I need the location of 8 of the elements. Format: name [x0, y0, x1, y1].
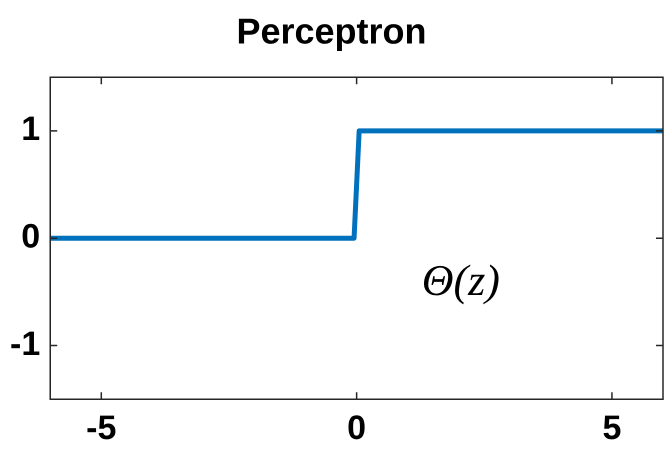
y-tick-label: -1 [10, 324, 40, 363]
y-tick-label: 0 [21, 218, 40, 256]
x-tick-label: 5 [602, 408, 622, 447]
chart-title: Perceptron [236, 10, 427, 52]
x-tick-label: -5 [86, 408, 116, 447]
x-tick-label: 0 [347, 408, 366, 447]
annotation: Θ(z) [422, 256, 500, 305]
y-tick-label: 1 [21, 110, 40, 148]
